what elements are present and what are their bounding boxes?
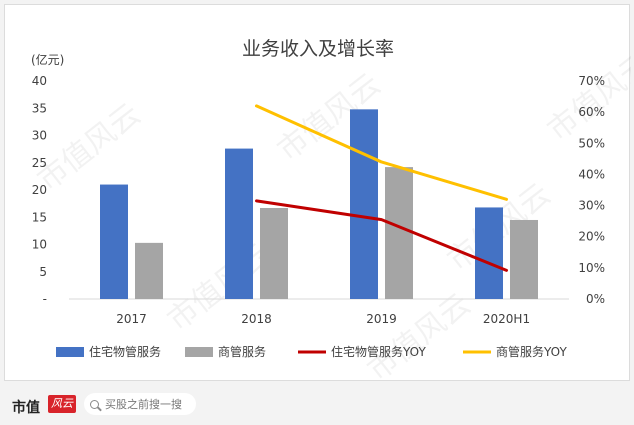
left-axis-unit: (亿元) <box>31 52 64 67</box>
left-axis: - 5 10 15 20 25 30 35 40 <box>32 74 47 306</box>
chart: 市值风云市值风云市值风云市值风云市值风云市值风云 业务收入及增长率 (亿元) -… <box>31 38 631 382</box>
chart-card: 市值风云市值风云市值风云市值风云市值风云市值风云 业务收入及增长率 (亿元) -… <box>4 4 631 382</box>
search-icon <box>90 399 99 409</box>
left-tick-label: 15 <box>32 210 47 224</box>
left-tick-label: 25 <box>32 156 47 170</box>
line-series <box>255 199 508 272</box>
watermark-text: 市值风云 <box>541 47 631 148</box>
x-tick-label: 2017 <box>116 312 147 326</box>
legend: 住宅物管服务 商管服务 住宅物管服务YOY 商管服务YOY <box>56 344 567 359</box>
right-tick-label: 20% <box>578 230 605 244</box>
bar <box>260 207 288 299</box>
right-tick-label: 70% <box>578 74 605 88</box>
bar <box>100 184 128 299</box>
x-axis: 2017 2018 2019 2020H1 <box>116 312 530 326</box>
legend-label: 住宅物管服务 <box>89 344 161 359</box>
left-tick-label: 10 <box>32 238 47 252</box>
right-tick-label: 60% <box>578 105 605 119</box>
watermark-text: 市值风云 <box>31 97 147 198</box>
bar <box>350 109 378 299</box>
bar <box>385 167 413 299</box>
search-box[interactable]: 买股之前搜一搜 <box>84 393 196 415</box>
bars <box>100 109 538 299</box>
bar <box>225 148 253 299</box>
lines <box>255 104 508 272</box>
legend-label: 商管服务 <box>218 344 266 359</box>
x-tick-label: 2018 <box>241 312 272 326</box>
legend-swatch <box>185 347 213 357</box>
brand-logo-mark: 风云 <box>48 395 76 413</box>
x-tick-label: 2020H1 <box>483 312 530 326</box>
bar <box>510 219 538 299</box>
left-tick-label: 35 <box>32 101 47 115</box>
right-axis: 0% 10% 20% 30% 40% 50% 60% 70% <box>578 74 605 306</box>
brand-logo: 市值 <box>12 400 40 416</box>
footer: 市值 风云 买股之前搜一搜 <box>0 383 634 425</box>
chart-title: 业务收入及增长率 <box>242 38 394 60</box>
bar <box>475 207 503 299</box>
left-tick-label: 30 <box>32 129 47 143</box>
search-placeholder: 买股之前搜一搜 <box>105 398 182 411</box>
watermark-text: 市值风云 <box>361 287 477 382</box>
right-tick-label: 30% <box>578 199 605 213</box>
x-tick-label: 2019 <box>366 312 397 326</box>
legend-label: 住宅物管服务YOY <box>331 344 426 359</box>
line-series <box>255 104 508 201</box>
right-tick-label: 40% <box>578 167 605 181</box>
left-tick-label: - <box>43 292 47 306</box>
left-tick-label: 20 <box>32 183 47 197</box>
left-tick-label: 40 <box>32 74 47 88</box>
legend-label: 商管服务YOY <box>496 344 567 359</box>
left-tick-label: 5 <box>39 265 47 279</box>
right-tick-label: 10% <box>578 261 605 275</box>
bar <box>135 242 163 299</box>
right-tick-label: 50% <box>578 136 605 150</box>
legend-swatch <box>56 347 84 357</box>
right-tick-label: 0% <box>586 292 605 306</box>
